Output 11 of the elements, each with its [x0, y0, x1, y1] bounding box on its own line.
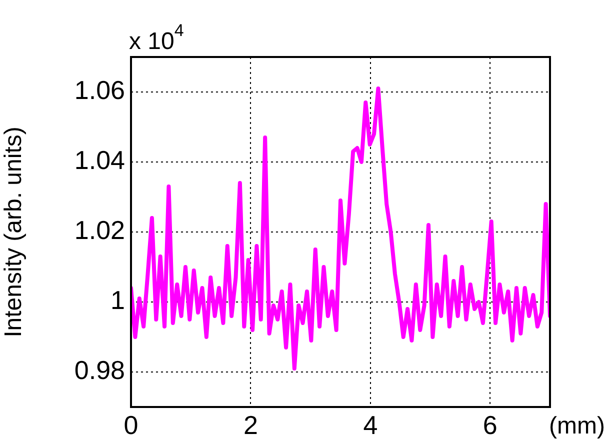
y-tick-label: 1.04 — [74, 145, 125, 176]
y-axis-title: Intensity (arb. units) — [0, 126, 28, 338]
x-tick-label: 2 — [243, 410, 258, 440]
y-tick-label: 1.02 — [74, 215, 125, 246]
x-tick-label: 4 — [363, 410, 378, 440]
x-tick-label: 6 — [482, 410, 498, 440]
x-tick-label: 0 — [124, 410, 138, 440]
y-tick-label: 0.98 — [74, 355, 125, 386]
y-tick-label: 1.06 — [74, 75, 125, 106]
x-axis-title: (mm) — [549, 412, 605, 440]
y-tick-label: 1 — [110, 285, 125, 316]
